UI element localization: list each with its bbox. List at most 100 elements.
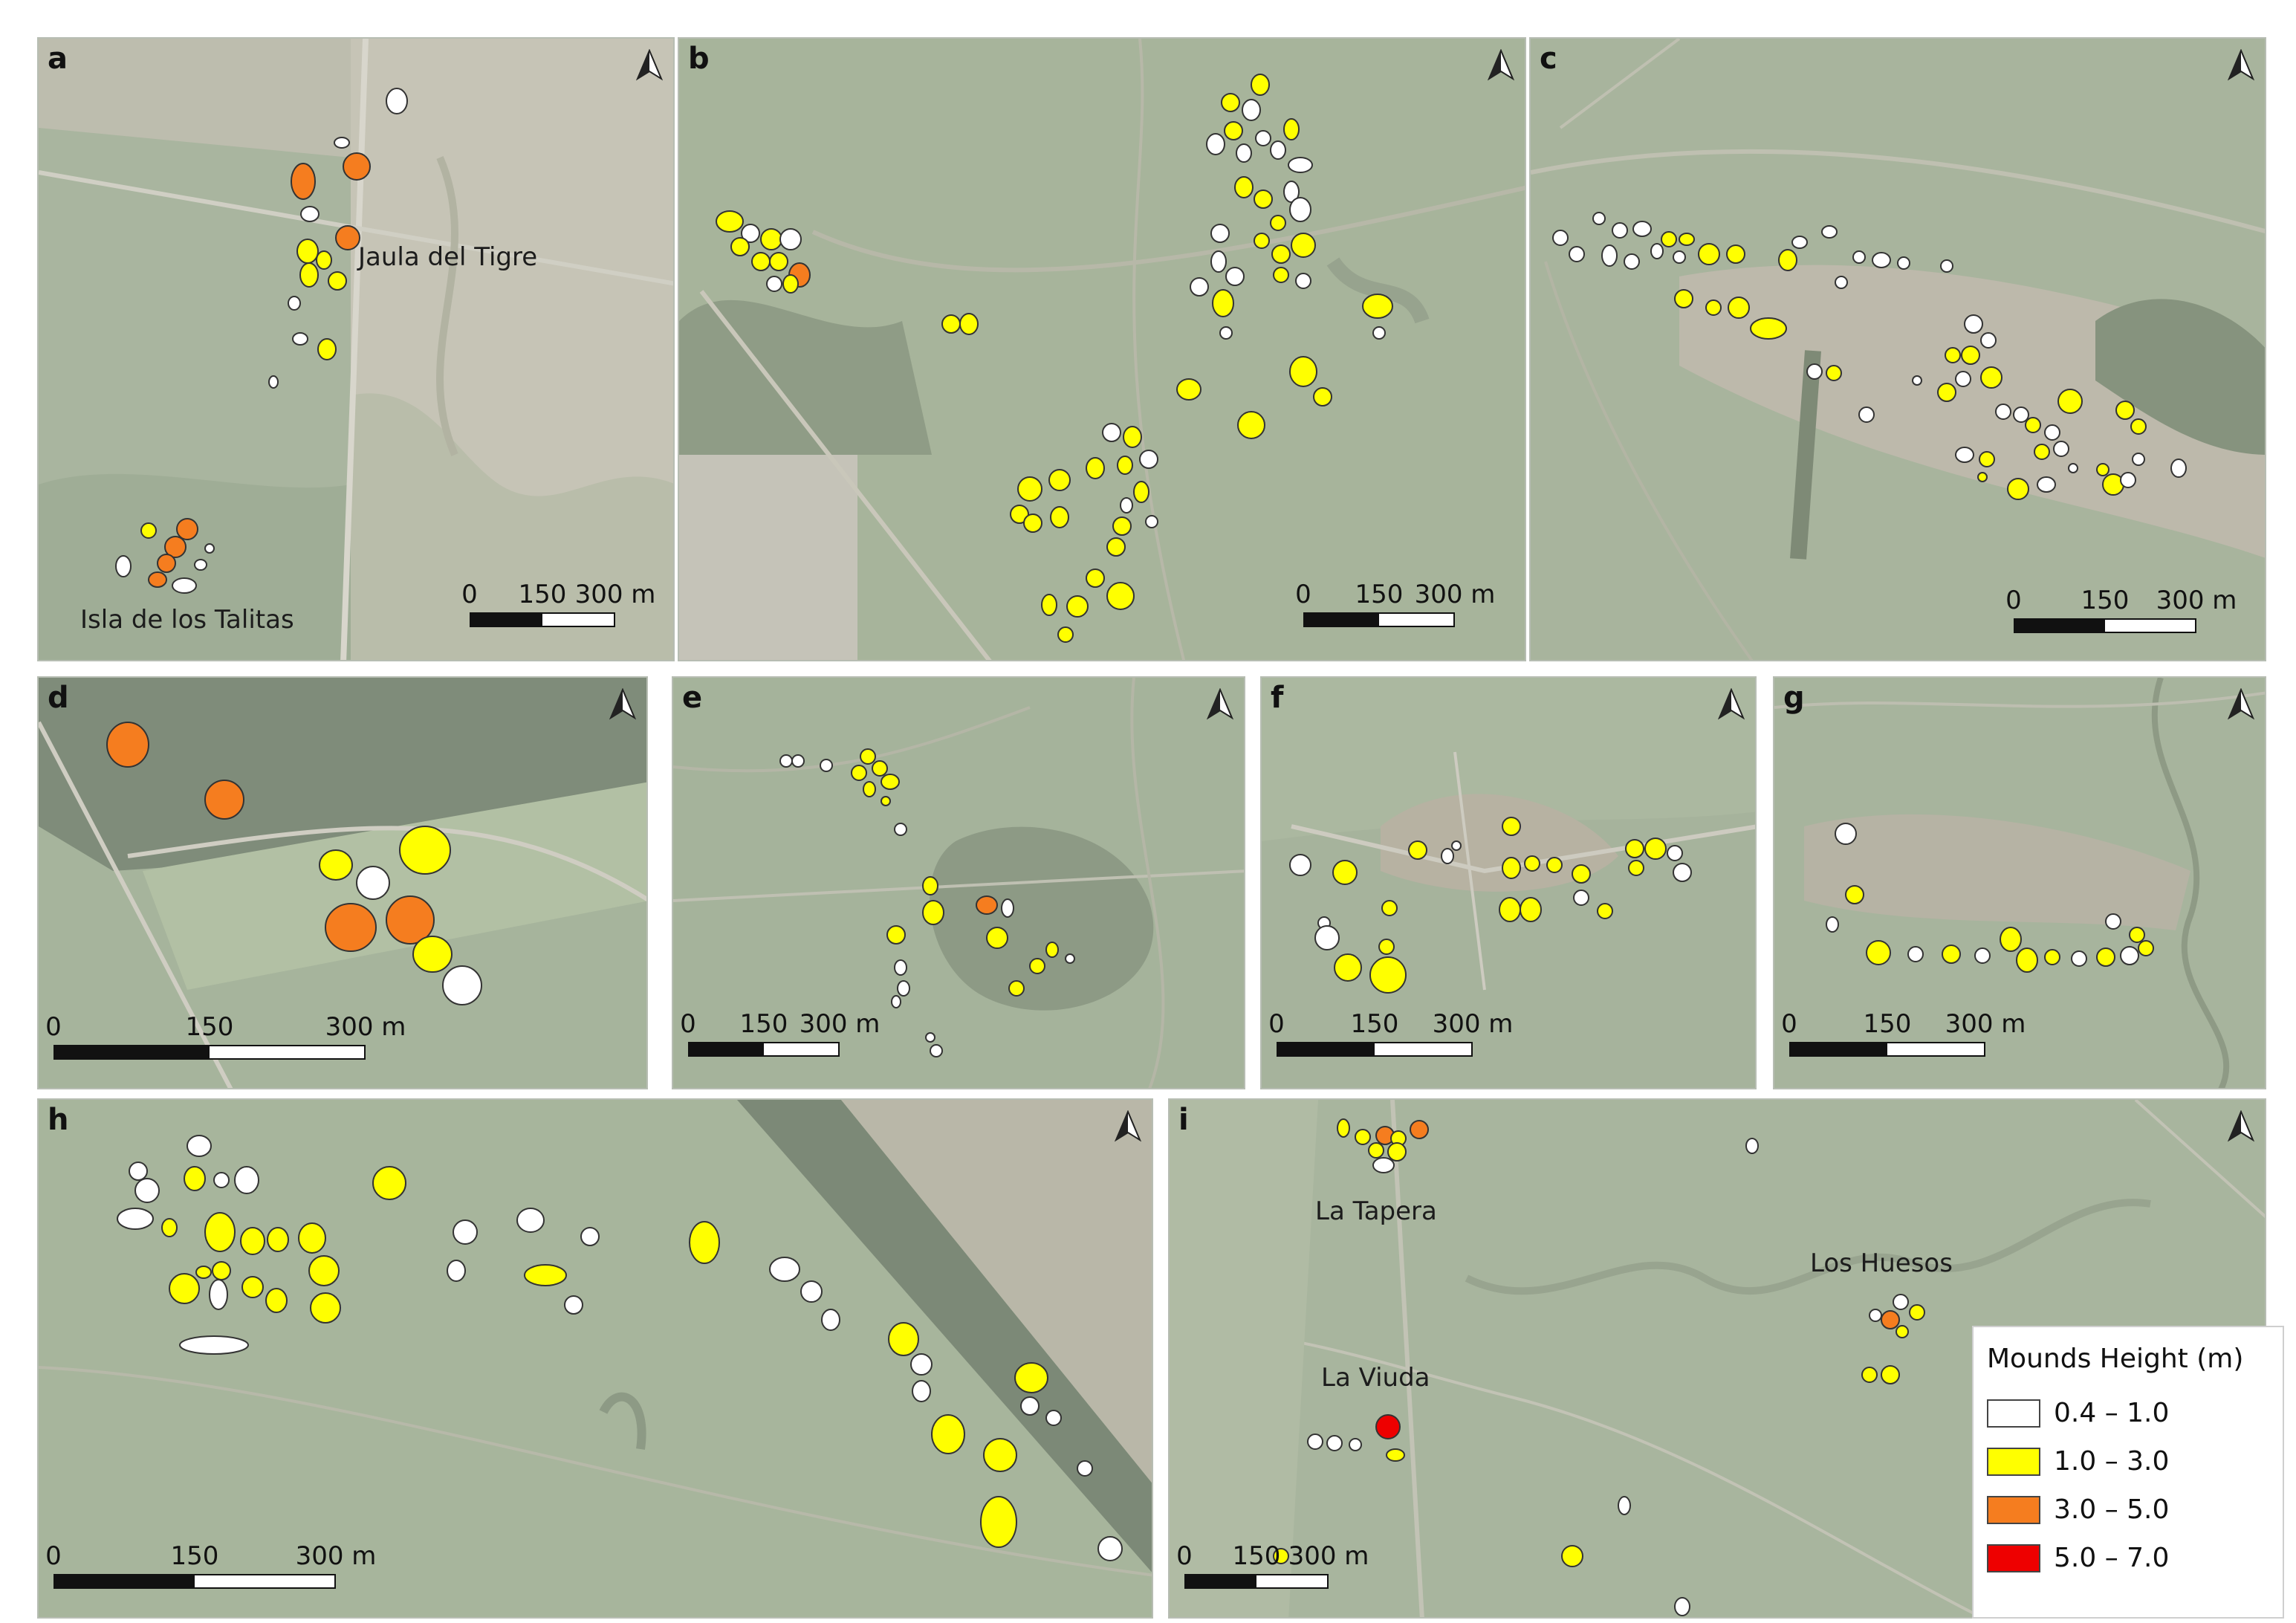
mound <box>300 206 320 222</box>
mound <box>267 1227 289 1252</box>
mound <box>316 250 332 270</box>
scale-bar: 0 150 300 m <box>45 1541 376 1589</box>
mound <box>1307 1434 1323 1450</box>
place-name: La Tapera <box>1315 1196 1437 1226</box>
mound <box>308 1255 340 1286</box>
mound <box>1045 1410 1062 1426</box>
mound <box>2000 927 2022 952</box>
mound <box>516 1208 545 1233</box>
mound <box>791 754 805 768</box>
mound <box>1625 839 1644 858</box>
scale-bar: 0 150 300 m <box>1268 1009 1513 1057</box>
mound <box>1270 215 1286 231</box>
north-arrow-icon <box>609 688 636 720</box>
mound <box>134 1178 160 1203</box>
mound <box>1858 406 1875 423</box>
mound <box>524 1264 567 1286</box>
mound <box>1561 1545 1583 1567</box>
mound <box>741 224 760 243</box>
mound <box>1139 450 1158 469</box>
legend-label: 3.0 – 5.0 <box>2054 1494 2170 1525</box>
mound <box>1355 1129 1371 1145</box>
mound <box>1601 244 1618 267</box>
scale-bar: 0 150 300 m <box>45 1012 406 1060</box>
mound <box>1106 582 1135 610</box>
mound <box>1980 366 2002 389</box>
mound <box>886 925 906 945</box>
mound <box>1236 143 1252 163</box>
mound <box>356 866 390 900</box>
mound <box>1332 860 1358 885</box>
mound <box>194 559 207 571</box>
mound <box>2068 463 2078 473</box>
mound <box>1112 516 1132 536</box>
mound <box>1612 222 1628 239</box>
legend-item: 3.0 – 5.0 <box>1987 1494 2269 1525</box>
panel-h-mounds <box>117 1135 1123 1561</box>
mound <box>1979 451 1995 467</box>
panel-g: g 0 150 300 m <box>1773 676 2266 1089</box>
mound <box>891 995 901 1008</box>
mound <box>881 796 891 806</box>
mound <box>1369 956 1407 994</box>
mound <box>1349 1438 1362 1451</box>
panel-a: a Jaula del Tigre Isla de los Talitas 0 … <box>37 37 675 661</box>
mound <box>1866 940 1891 965</box>
mound <box>1251 74 1270 96</box>
scale-bar: 0 150 300 m <box>2005 586 2237 633</box>
scale-tick: 0 <box>680 1009 696 1039</box>
mound <box>1242 99 1261 121</box>
mound <box>2115 401 2135 420</box>
mound <box>1271 244 1291 264</box>
mound <box>140 522 157 539</box>
mound <box>851 765 867 781</box>
scale-bar: 0 150 300 m <box>1176 1541 1369 1589</box>
mound <box>1289 197 1311 222</box>
mound <box>1212 289 1234 317</box>
legend-label: 5.0 – 7.0 <box>2054 1543 2170 1573</box>
mound <box>1017 476 1042 502</box>
mound <box>1955 447 1974 463</box>
mound <box>1273 267 1289 283</box>
mound <box>1441 848 1454 864</box>
mound <box>1572 864 1591 884</box>
mound <box>1050 506 1069 528</box>
scale-bar: 0 150 300 m <box>680 1009 880 1057</box>
mound <box>1237 411 1265 439</box>
mound <box>1120 497 1133 514</box>
mound <box>204 780 244 820</box>
mound <box>265 1288 288 1313</box>
mound <box>2037 476 2056 493</box>
mound <box>213 1172 230 1188</box>
mound <box>1942 945 1961 964</box>
mound <box>164 536 187 558</box>
mound <box>2120 946 2139 965</box>
panel-e-mounds <box>779 748 1075 1057</box>
mound <box>442 965 482 1005</box>
mound <box>1368 1142 1384 1159</box>
mound <box>1378 939 1395 955</box>
mound <box>1974 947 1991 964</box>
mound <box>1624 253 1640 270</box>
scale-tick: 300 m <box>574 580 656 609</box>
mound <box>195 1266 212 1279</box>
mound <box>1008 980 1025 997</box>
mound <box>1826 365 1842 381</box>
mound <box>564 1295 583 1315</box>
mound <box>769 1257 800 1282</box>
mound <box>1023 514 1042 533</box>
scale-bar: 0 150 300 m <box>461 580 655 627</box>
mound <box>334 137 350 149</box>
mound <box>412 936 453 973</box>
mound <box>931 1414 965 1454</box>
mound <box>730 237 750 256</box>
mound <box>1912 375 1922 386</box>
panel-h: h 0 150 300 m <box>37 1098 1153 1619</box>
legend-item: 1.0 – 3.0 <box>1987 1446 2269 1477</box>
north-arrow-icon <box>2228 688 2254 720</box>
scale-tick: 300 m <box>799 1009 881 1039</box>
mound <box>2025 417 2041 433</box>
north-arrow-icon <box>1115 1110 1141 1142</box>
scale-tick: 150 <box>2081 586 2130 615</box>
mound <box>1375 1414 1401 1439</box>
